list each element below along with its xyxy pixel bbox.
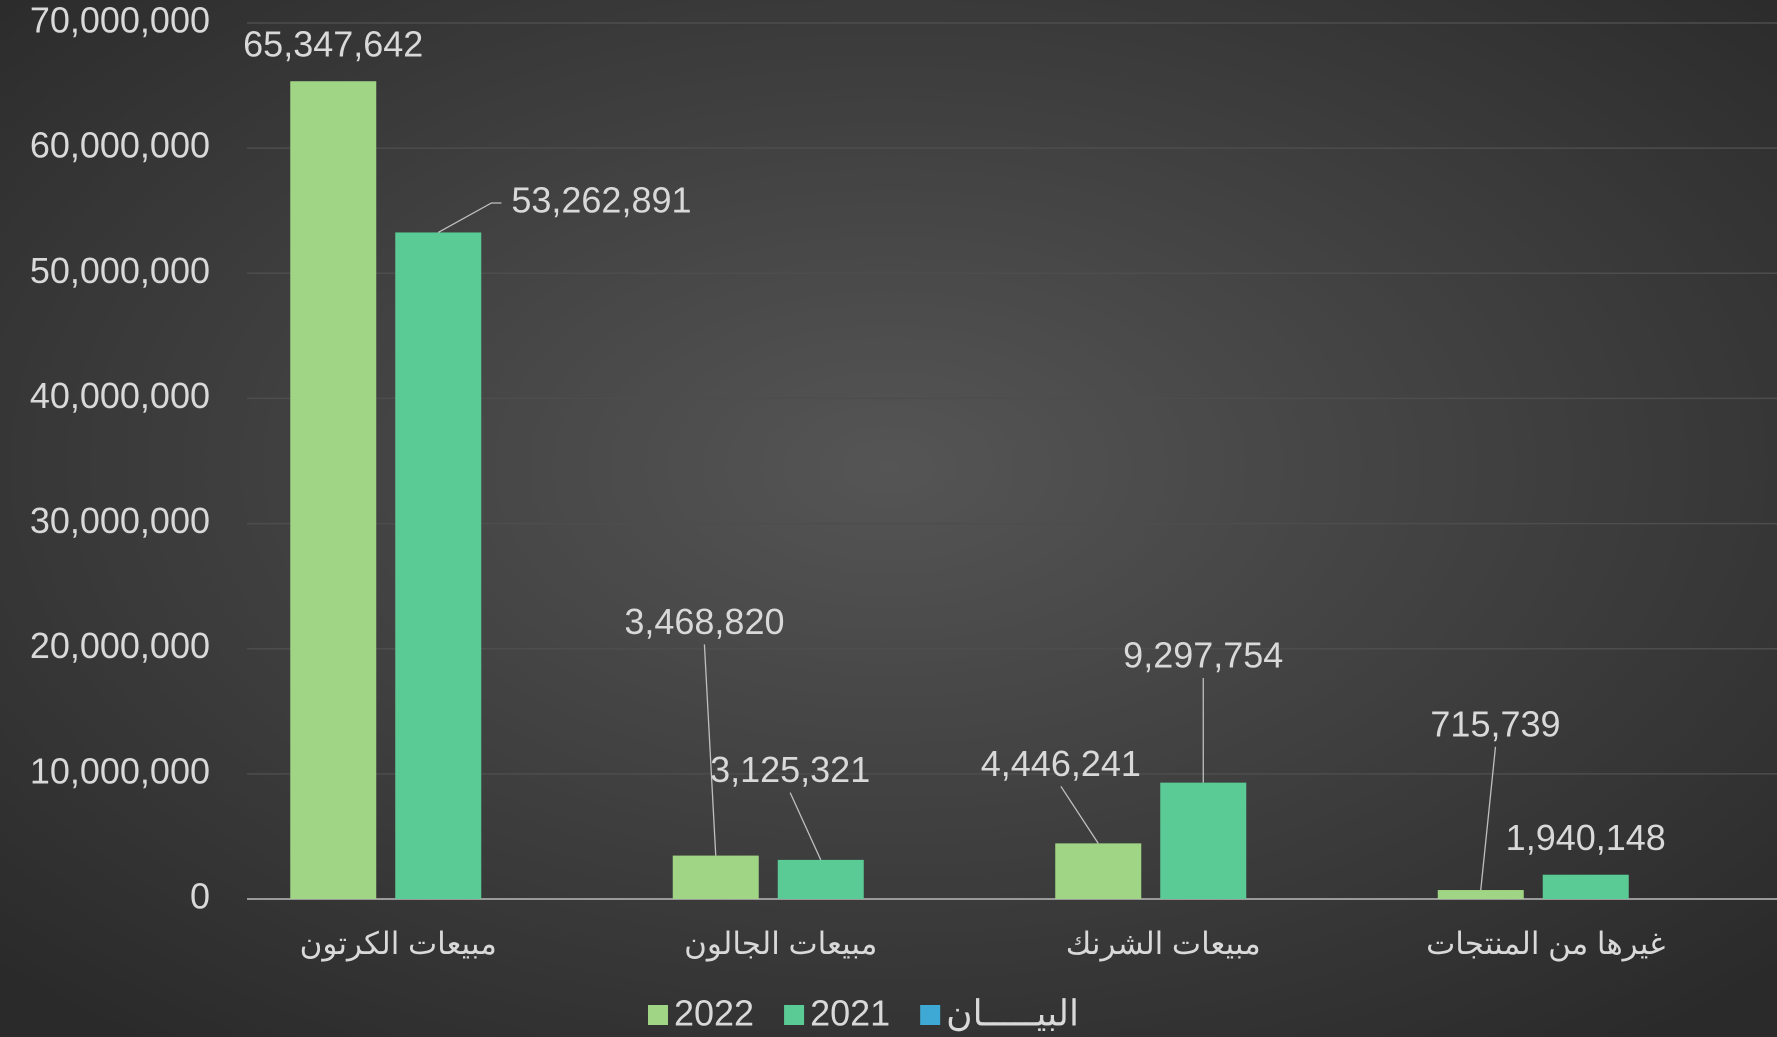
y-tick-label: 50,000,000: [30, 250, 210, 291]
data-label: 3,125,321: [710, 749, 870, 790]
data-label: 65,347,642: [243, 24, 423, 65]
data-label: 9,297,754: [1123, 634, 1283, 675]
bar: [1437, 890, 1524, 899]
y-tick-label: 30,000,000: [30, 500, 210, 541]
legend-label: 2021: [810, 993, 890, 1034]
data-label: 53,262,891: [511, 180, 691, 221]
bar: [290, 81, 377, 899]
x-tick-label: مبيعات الكرتون: [300, 926, 497, 962]
bar: [1542, 874, 1629, 899]
x-tick-label: غيرها من المنتجات: [1426, 926, 1665, 962]
legend-swatch: [920, 1005, 941, 1025]
x-tick-label: مبيعات الجالون: [684, 926, 877, 962]
legend-swatch: [784, 1005, 805, 1025]
bar: [395, 232, 482, 900]
bar: [777, 859, 864, 899]
bar: [1055, 843, 1142, 899]
leader-line: [1480, 746, 1497, 891]
leader-line: [1060, 785, 1099, 844]
leader-line: [437, 202, 502, 234]
legend-label: 2022: [674, 993, 754, 1034]
data-label: 4,446,241: [981, 743, 1141, 784]
x-tick-label: مبيعات الشرنك: [1066, 926, 1261, 962]
leader-line: [703, 644, 717, 856]
y-tick-label: 10,000,000: [30, 750, 210, 791]
y-tick-label: 70,000,000: [30, 0, 210, 41]
data-label: 3,468,820: [624, 601, 784, 642]
y-tick-label: 20,000,000: [30, 625, 210, 666]
data-label: 1,940,148: [1506, 817, 1666, 858]
y-tick-label: 0: [190, 876, 210, 917]
legend-swatch: [647, 1005, 668, 1025]
data-label: 715,739: [1430, 703, 1560, 744]
leader-line: [789, 792, 822, 861]
legend-label: البيـــــان: [946, 993, 1079, 1034]
y-tick-label: 60,000,000: [30, 125, 210, 166]
bar: [672, 855, 759, 899]
y-tick-label: 40,000,000: [30, 375, 210, 416]
bar: [1160, 782, 1247, 899]
